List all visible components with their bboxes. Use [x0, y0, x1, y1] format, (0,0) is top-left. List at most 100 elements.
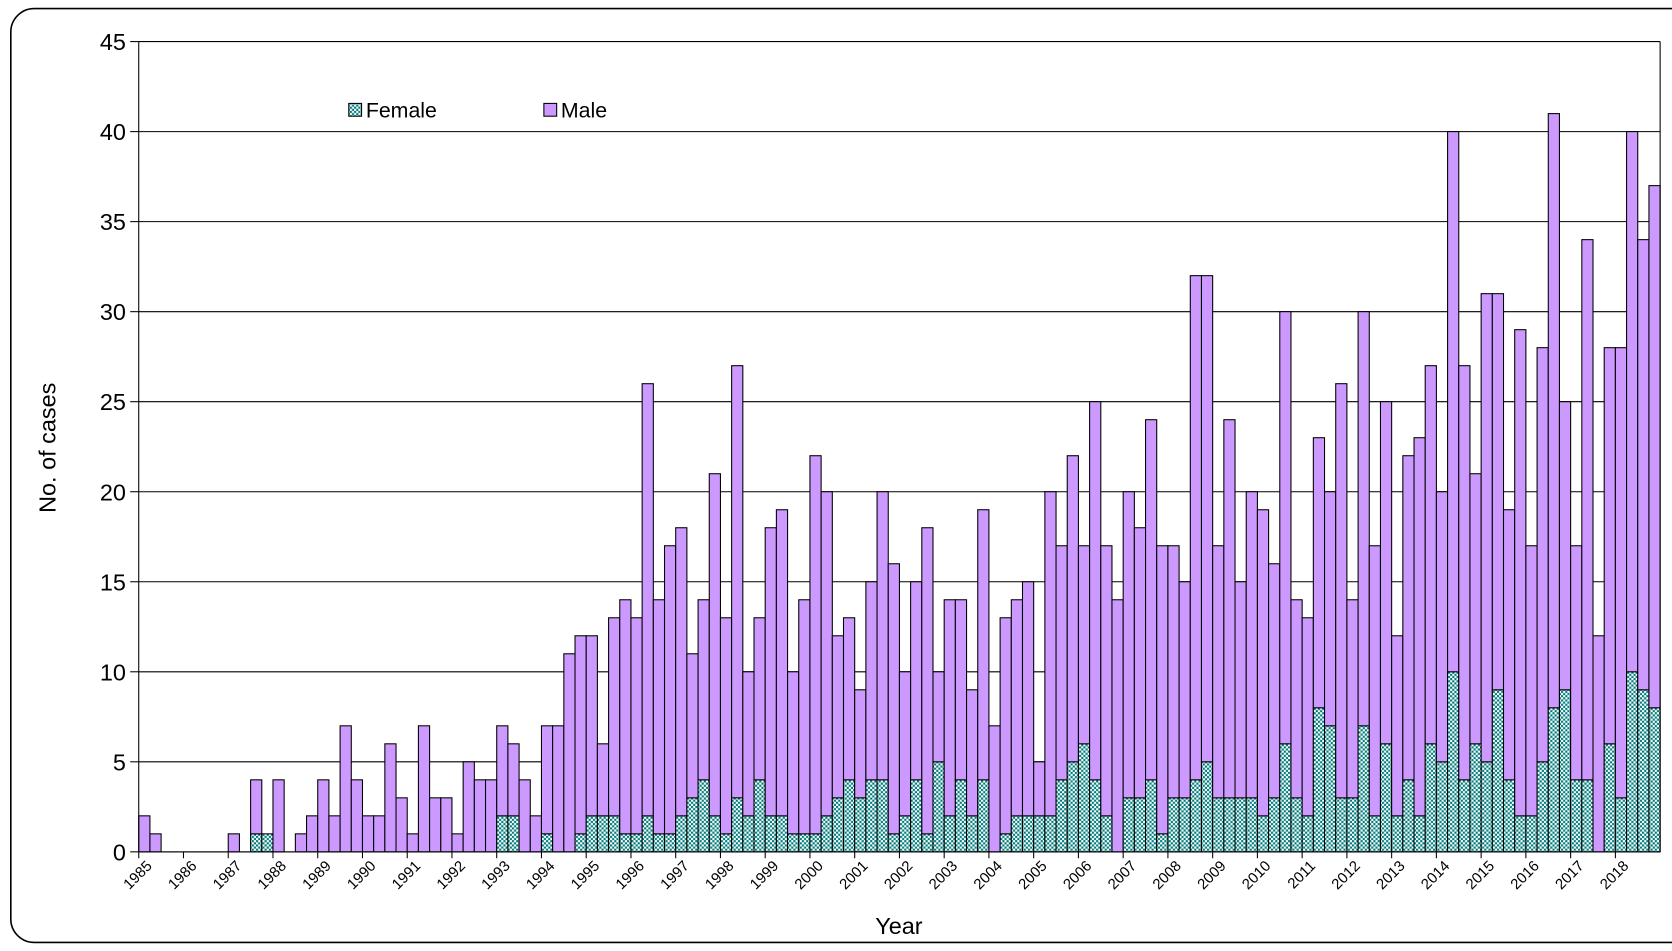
- bar-segment: [753, 779, 766, 853]
- bar-segment: [1077, 545, 1091, 745]
- bar-segment: [1502, 779, 1516, 853]
- bar-segment: [1212, 545, 1225, 799]
- bar-segment: [417, 725, 431, 853]
- bar-segment: [1614, 797, 1628, 853]
- bar-segment: [350, 779, 364, 853]
- bar-segment: [1122, 797, 1135, 853]
- bar-segment: [787, 833, 800, 853]
- bar-segment: [641, 815, 654, 853]
- bar-segment: [1301, 617, 1314, 817]
- bar-segment: [585, 635, 598, 817]
- bar-segment: [954, 779, 968, 853]
- bar-segment: [731, 365, 744, 799]
- bar-segment: [731, 797, 744, 853]
- bar-segment: [697, 779, 710, 853]
- bar-segment: [1089, 779, 1102, 853]
- bar-segment: [1290, 797, 1303, 853]
- bar-segment: [1435, 761, 1449, 853]
- bar-segment: [1480, 293, 1493, 763]
- x-tick-label: 1989: [299, 858, 334, 893]
- bar-segment: [898, 671, 912, 817]
- bar-segment: [1279, 311, 1292, 745]
- bar-segment: [1648, 185, 1661, 709]
- bar-segment: [999, 617, 1012, 835]
- bar-segment: [663, 833, 677, 853]
- x-tick-label: 2012: [1328, 858, 1363, 893]
- y-tick-label: 35: [100, 209, 126, 235]
- x-tick-label: 2016: [1507, 858, 1542, 893]
- bar-segment: [1626, 131, 1639, 673]
- bar-segment: [552, 725, 565, 853]
- bar-segment: [854, 797, 867, 853]
- bar-segment: [1637, 239, 1650, 691]
- x-tick-label: 1998: [702, 858, 737, 893]
- bar-segment: [1469, 743, 1482, 853]
- bar-segment: [1637, 689, 1650, 853]
- bar-segment: [1021, 581, 1035, 817]
- bar-segment: [831, 635, 845, 799]
- bar-segment: [798, 833, 811, 853]
- x-tick-label: 2009: [1194, 858, 1229, 893]
- bar-segment: [809, 833, 822, 853]
- bar-segment: [630, 617, 643, 835]
- bar-segment: [1379, 743, 1393, 853]
- bar-segment: [306, 815, 319, 853]
- bar-segment: [1413, 437, 1426, 817]
- bar-segment: [1323, 725, 1337, 853]
- bar-segment: [1491, 689, 1505, 853]
- bar-segment: [1323, 491, 1337, 727]
- bar-segment: [585, 815, 598, 853]
- bar-segment: [787, 671, 800, 835]
- bar-segment: [496, 815, 509, 853]
- bar-segment: [742, 815, 755, 853]
- bar-segment: [1033, 815, 1046, 853]
- x-tick-label: 2010: [1239, 858, 1274, 893]
- bar-segment: [294, 833, 308, 853]
- bar-segment: [954, 599, 968, 781]
- bar-segment: [1592, 635, 1605, 853]
- bar-segment: [1379, 401, 1393, 745]
- bar-segment: [1044, 815, 1057, 853]
- bar-segment: [1234, 797, 1247, 853]
- bar-segment: [708, 473, 721, 817]
- x-tick-label: 2011: [1284, 858, 1319, 893]
- bar-segment: [574, 833, 587, 853]
- bar-segment: [1570, 779, 1583, 853]
- bar-segment: [317, 779, 330, 853]
- bar-segment: [1346, 797, 1359, 853]
- y-tick-label: 5: [113, 749, 126, 775]
- bar-segment: [1603, 347, 1616, 745]
- bar-segment: [1346, 599, 1359, 799]
- bar-segment: [1055, 779, 1068, 853]
- x-tick-label: 1995: [568, 858, 603, 893]
- bar-segment: [619, 833, 632, 853]
- bar-segment: [999, 833, 1012, 853]
- bar-segment: [1458, 779, 1471, 853]
- bar-segment: [1189, 275, 1203, 781]
- bar-segment: [932, 761, 945, 853]
- bar-segment: [675, 527, 688, 817]
- bar-segment: [138, 815, 151, 853]
- bar-segment: [1581, 239, 1594, 781]
- y-tick-label: 40: [100, 119, 126, 145]
- bar-segment: [1200, 275, 1214, 763]
- bar-segment: [1010, 815, 1024, 853]
- bar-segment: [988, 725, 1001, 853]
- bar-segment: [1480, 761, 1493, 853]
- bar-segment: [574, 635, 587, 835]
- bar-segment: [1525, 545, 1538, 817]
- bar-segment: [1245, 797, 1258, 853]
- bar-segment: [373, 815, 386, 853]
- bar-segment: [898, 815, 912, 853]
- x-tick-label: 1994: [523, 858, 558, 893]
- bar-segment: [719, 833, 733, 853]
- bar-segment: [608, 617, 621, 817]
- legend-swatch: [543, 102, 558, 117]
- bar-segment: [1368, 815, 1381, 853]
- bar-segment: [1212, 797, 1225, 853]
- bar-segment: [977, 779, 990, 853]
- bar-segment: [1066, 761, 1079, 853]
- x-tick-label: 2003: [926, 858, 961, 893]
- bar-segment: [1111, 599, 1124, 853]
- bar-segment: [641, 383, 654, 817]
